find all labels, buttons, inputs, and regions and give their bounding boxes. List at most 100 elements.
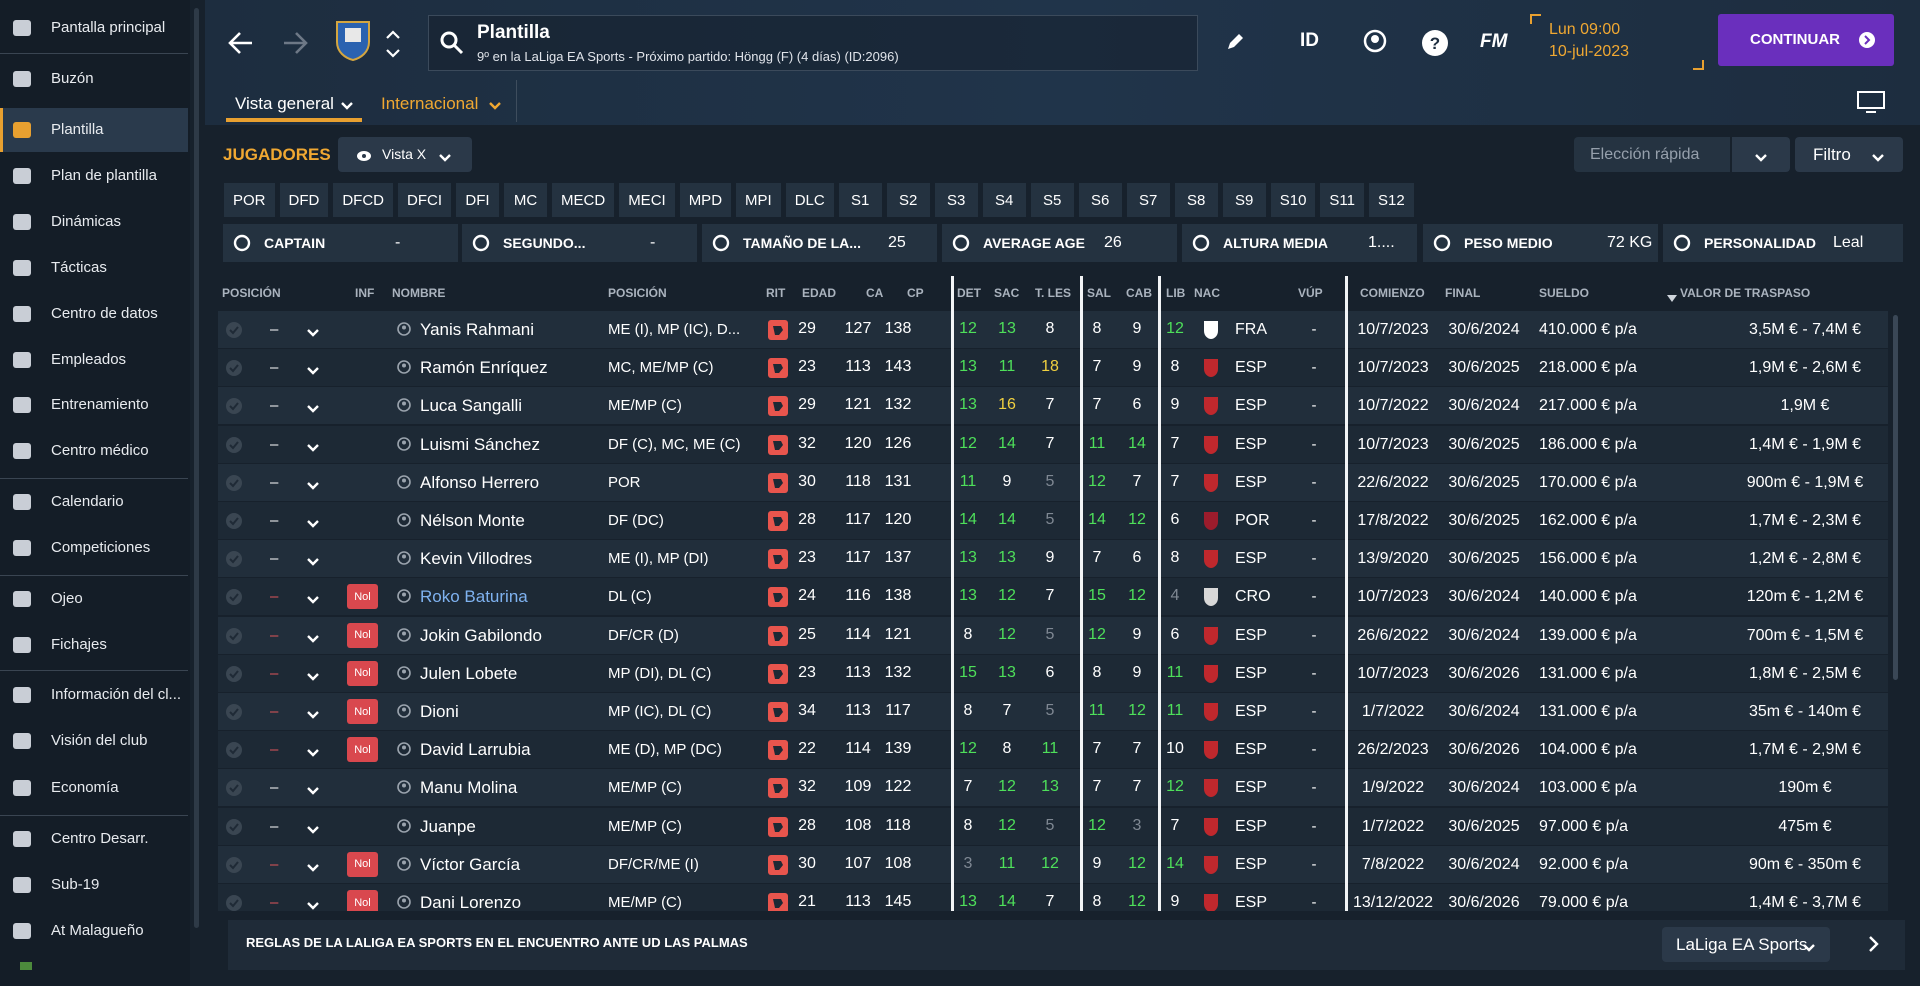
column-header[interactable]: VÚP — [1298, 286, 1323, 300]
column-header[interactable]: T. LES — [1035, 286, 1072, 300]
position-filter[interactable]: DFCI — [398, 183, 452, 217]
player-name[interactable]: Dani Lorenzo — [420, 893, 522, 911]
column-header[interactable]: RIT — [766, 286, 786, 300]
nav-item[interactable]: Competiciones — [0, 526, 188, 570]
column-header[interactable]: CA — [866, 286, 884, 300]
position-filter[interactable]: S3 — [934, 183, 978, 217]
player-name[interactable]: Dioni — [420, 702, 459, 721]
position-filter[interactable]: S9 — [1222, 183, 1266, 217]
nav-item[interactable]: Pantalla principal — [0, 6, 188, 50]
position-filter[interactable]: POR — [224, 183, 275, 217]
column-header[interactable]: CP — [907, 286, 924, 300]
column-header[interactable]: LIB — [1166, 286, 1186, 300]
table-row[interactable]: – Nol Dani Lorenzo ME/MP (C) 21 113 145 13 14 7 8 1… — [218, 884, 1888, 911]
crest-button[interactable] — [1362, 28, 1388, 59]
fm-button[interactable]: FM — [1480, 31, 1508, 52]
table-row[interactable]: – Nélson Monte DF (DC) 28 117 120 14 14 5 14 12 6 PO… — [218, 502, 1888, 539]
display-button[interactable] — [1856, 90, 1886, 119]
position-filter[interactable]: S7 — [1126, 183, 1170, 217]
table-row[interactable]: – Luca Sangalli ME/MP (C) 29 121 132 13 16 7 7 6 9 E… — [218, 387, 1888, 425]
player-name[interactable]: Luismi Sánchez — [420, 434, 541, 454]
position-filter[interactable]: MC — [504, 183, 548, 217]
position-filter[interactable]: DFCD — [333, 183, 394, 217]
table-row[interactable]: – Manu Molina ME/MP (C) 32 109 122 7 12 13 7 7 12 ES… — [218, 769, 1888, 807]
position-filter[interactable]: S8 — [1174, 183, 1218, 217]
nav-item[interactable]: Buzón — [0, 57, 188, 101]
table-row[interactable]: – Ramón Enríquez MC, ME/MP (C) 23 113 143 13 11… — [218, 349, 1888, 387]
table-row[interactable]: – Nol David Larrubia ME (D), MP (DC) 22 114 13… — [218, 731, 1888, 769]
search-box[interactable]: Plantilla 9º en la LaLiga EA Sports - Pró… — [428, 15, 1198, 71]
nav-item[interactable]: Centro de datos — [0, 292, 188, 336]
id-button[interactable]: ID — [1300, 30, 1319, 51]
player-name[interactable]: Juanpe — [420, 816, 476, 836]
column-header[interactable]: NOMBRE — [392, 286, 446, 300]
position-filter[interactable]: MECD — [552, 183, 615, 217]
player-name[interactable]: Manu Molina — [420, 778, 518, 798]
nav-item[interactable]: At Malagueño — [0, 909, 188, 953]
nav-item[interactable]: Entrenamiento — [0, 383, 188, 427]
view-button[interactable]: Vista X — [338, 137, 472, 172]
player-name[interactable]: Víctor García — [420, 854, 521, 874]
position-filter[interactable]: MECI — [619, 183, 675, 217]
column-header[interactable]: POSICIÓN — [222, 286, 281, 300]
column-header[interactable]: POSICIÓN — [608, 286, 667, 300]
nav-item[interactable]: Calendario — [0, 480, 188, 524]
position-filter[interactable]: S12 — [1369, 183, 1414, 217]
nav-item[interactable]: Fichajes — [0, 623, 188, 667]
column-header[interactable]: VALOR DE TRASPASO — [1680, 286, 1811, 300]
tab[interactable]: Vista general — [226, 90, 362, 122]
nav-item[interactable]: Plantilla — [0, 108, 188, 152]
table-row[interactable]: – Nol Dioni MP (IC), DL (C) 34 113 117 8 7 5 11 12 1… — [218, 693, 1888, 730]
nav-item[interactable]: Empleados — [0, 338, 188, 382]
edit-button[interactable] — [1225, 32, 1245, 57]
rules-text[interactable]: REGLAS DE LA LALIGA EA SPORTS EN EL ENCU… — [246, 935, 748, 950]
player-name[interactable]: Yanis Rahmani — [420, 320, 535, 339]
column-header[interactable]: CAB — [1126, 286, 1152, 300]
quick-dropdown[interactable] — [1732, 137, 1790, 172]
table-row[interactable]: – Nol Jokin Gabilondo DF/CR (D) 25 114 121 8 12 5… — [218, 616, 1888, 654]
position-filter[interactable]: S1 — [838, 183, 882, 217]
column-header[interactable]: COMIENZO — [1360, 286, 1425, 300]
column-header[interactable]: EDAD — [802, 286, 837, 300]
position-filter[interactable]: S4 — [982, 183, 1026, 217]
competition-dropdown[interactable]: LaLiga EA Sports — [1662, 927, 1830, 962]
player-name[interactable]: Ramón Enríquez — [420, 358, 548, 378]
help-button[interactable]: ? — [1421, 29, 1449, 62]
nav-item[interactable]: Dinámicas — [0, 200, 188, 244]
player-name[interactable]: David Larrubia — [420, 740, 531, 760]
table-row[interactable]: – Alfonso Herrero POR 30 118 131 11 9 5 12 7 7 ESP - 2… — [218, 463, 1888, 501]
quick-pick[interactable]: Elección rápida — [1574, 137, 1730, 172]
nav-item[interactable]: Ojeo — [0, 577, 188, 621]
position-filter[interactable]: DFI — [456, 183, 500, 217]
table-row[interactable]: – Luismi Sánchez DF (C), MC, ME (C) 32 120 12… — [218, 425, 1888, 463]
player-name[interactable]: Alfonso Herrero — [420, 472, 540, 492]
position-filter[interactable]: S2 — [886, 183, 930, 217]
position-filter[interactable]: DLC — [785, 183, 834, 217]
nav-item[interactable]: Centro médico — [0, 429, 188, 473]
position-filter[interactable]: S5 — [1030, 183, 1074, 217]
continue-button[interactable]: CONTINUAR — [1718, 14, 1894, 66]
player-name[interactable]: Nélson Monte — [420, 511, 525, 530]
position-filter[interactable]: S6 — [1078, 183, 1122, 217]
table-row[interactable]: – Juanpe ME/MP (C) 28 108 118 8 12 5 12 3 7 ESP - 1/7/… — [218, 807, 1888, 845]
table-row[interactable]: – Nol Roko Baturina DL (C) 24 116 138 13 12 7 15 12… — [218, 578, 1888, 616]
position-filter[interactable]: S11 — [1320, 183, 1364, 217]
nav-item[interactable]: Tácticas — [0, 246, 188, 290]
nav-item[interactable]: Economía — [0, 766, 188, 810]
column-header[interactable]: SUELDO — [1539, 286, 1590, 300]
back-button[interactable] — [226, 30, 254, 61]
column-header[interactable]: NAC — [1194, 286, 1220, 300]
nav-item[interactable]: Información del cl... — [0, 673, 188, 717]
player-name[interactable]: Roko Baturina — [420, 587, 528, 607]
column-header[interactable]: FINAL — [1445, 286, 1481, 300]
table-row[interactable]: – Nol Víctor García DF/CR/ME (I) 30 107 108 3 11… — [218, 845, 1888, 883]
nav-item[interactable]: Plan de plantilla — [0, 154, 188, 198]
column-header[interactable]: DET — [957, 286, 981, 300]
player-name[interactable]: Luca Sangalli — [420, 396, 523, 416]
position-filter[interactable]: MPD — [679, 183, 732, 217]
position-filter[interactable]: S10 — [1270, 183, 1316, 217]
table-row[interactable]: – Kevin Villodres ME (I), MP (DI) 23 117 137 1… — [218, 540, 1888, 578]
column-header[interactable]: INF — [355, 286, 375, 300]
player-name[interactable]: Kevin Villodres — [420, 549, 533, 569]
nav-item[interactable]: Centro Desarr. — [0, 817, 188, 861]
